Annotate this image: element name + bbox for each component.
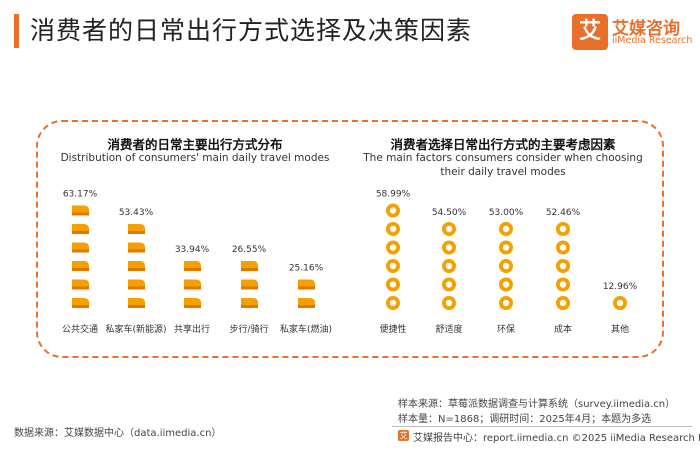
decision-factor-category-label-2: 环保 [497, 323, 515, 335]
left-chart-subtitle: Distribution of consumers' main daily tr… [60, 152, 330, 164]
decision-factor-bar-1 [442, 222, 456, 310]
travel-mode-category-label-1: 私家车(新能源) [105, 323, 166, 335]
decision-factor-category-label-3: 成本 [554, 323, 572, 335]
travel-mode-value-label-1: 53.43% [119, 208, 154, 218]
chart-frame [36, 120, 664, 358]
decision-factor-value-label-2: 53.00% [489, 208, 524, 218]
travel-mode-bar-1 [128, 224, 145, 308]
travel-mode-value-label-2: 33.94% [175, 245, 210, 255]
right-chart-subtitle: The main factors consumers consider when… [348, 151, 658, 179]
right-chart-subtitle-line2: their daily travel modes [440, 166, 566, 178]
travel-mode-category-label-3: 步行/骑行 [229, 323, 268, 335]
report-center-icon: 艾 [398, 430, 409, 441]
decision-factor-category-label-0: 便捷性 [379, 323, 406, 335]
report-center-note: 艾媒报告中心：report.iimedia.cn ©2025 iiMedia R… [413, 433, 700, 444]
decision-factor-value-label-4: 12.96% [603, 282, 638, 292]
decision-factor-bar-4 [613, 296, 627, 310]
footer-divider [392, 426, 692, 427]
left-chart-title: 消费者的日常主要出行方式分布 [107, 137, 283, 152]
travel-mode-category-label-0: 公共交通 [62, 323, 98, 335]
travel-mode-category-label-4: 私家车(燃油) [280, 323, 332, 335]
travel-mode-value-label-0: 63.17% [63, 190, 98, 200]
decision-factor-bar-2 [499, 222, 513, 310]
travel-mode-bar-0 [72, 205, 89, 308]
travel-mode-value-label-3: 26.55% [232, 245, 267, 255]
decision-factor-bar-0 [386, 203, 400, 310]
sample-info-note: 样本量：N=1868；调研时间：2025年4月；本题为多选 [398, 414, 652, 425]
travel-mode-bar-2 [184, 261, 201, 308]
decision-factor-category-label-1: 舒适度 [435, 323, 462, 335]
logo-mark-icon: 艾 [572, 14, 608, 50]
sample-source-note: 样本来源：草莓派数据调查与计算系统（survey.iimedia.cn） [398, 399, 676, 410]
logo-name-en: iiMedia Research [612, 35, 693, 46]
decision-factor-value-label-0: 58.99% [376, 190, 411, 200]
decision-factor-value-label-3: 52.46% [546, 208, 581, 218]
logo-name-cn: 艾媒咨询 [612, 19, 680, 39]
title-accent-bar [14, 14, 19, 48]
travel-mode-bar-3 [241, 261, 258, 308]
decision-factor-value-label-1: 54.50% [432, 208, 467, 218]
right-chart-title: 消费者选择日常出行方式的主要考虑因素 [390, 137, 616, 152]
decision-factor-bar-3 [556, 222, 570, 310]
brand-logo: 艾 艾媒咨询 iiMedia Research [572, 14, 693, 52]
data-source-note: 数据来源：艾媒数据中心（data.iimedia.cn） [14, 428, 222, 439]
travel-mode-bar-4 [298, 279, 315, 308]
travel-mode-category-label-2: 共享出行 [174, 323, 210, 335]
travel-mode-value-label-4: 25.16% [289, 264, 324, 274]
decision-factor-category-label-4: 其他 [611, 323, 629, 335]
right-chart-subtitle-line1: The main factors consumers consider when… [363, 152, 643, 164]
page-title: 消费者的日常出行方式选择及决策因素 [30, 16, 473, 45]
